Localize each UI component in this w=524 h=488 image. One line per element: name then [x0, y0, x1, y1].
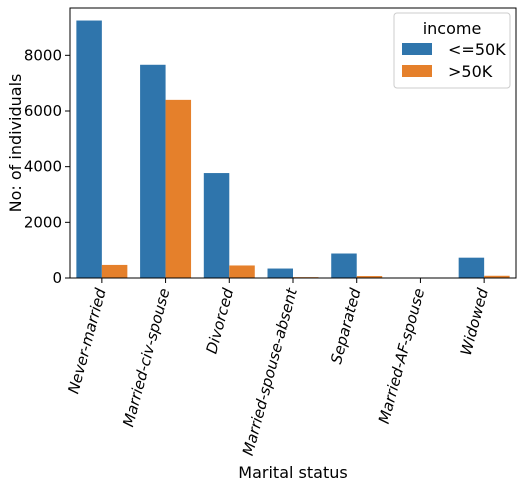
y-tick-label: 6000 [24, 102, 62, 120]
y-tick-label: 0 [52, 269, 62, 287]
legend-swatch-gt50k [402, 65, 432, 77]
legend-swatch-le50k [402, 43, 432, 55]
y-tick-label: 2000 [24, 213, 62, 231]
x-tick-label-married-af-spouse: Married-AF-spouse [375, 286, 428, 425]
bar-le50k-divorced [203, 173, 230, 278]
bar-le50k-married-civ-spouse [140, 64, 166, 278]
legend-label-le50k: <=50K [448, 40, 506, 59]
bar-le50k-never-married [76, 20, 102, 279]
bar-gt50k-divorced [229, 265, 255, 278]
x-tick-label-married-spouse-absent: Married-spouse-absent [239, 285, 301, 457]
legend-title: income [423, 19, 482, 38]
bar-le50k-separated [331, 253, 357, 278]
bar-gt50k-never-married [101, 264, 128, 278]
x-tick-label-widowed: Widowed [457, 286, 492, 357]
x-axis-label: Marital status [238, 463, 347, 482]
y-axis-label: No: of individuals [6, 74, 25, 213]
y-tick-label: 8000 [24, 46, 62, 64]
bar-gt50k-separated [356, 276, 383, 278]
bar-le50k-married-spouse-absent [267, 268, 293, 278]
bar-le50k-widowed [458, 257, 485, 278]
bar-gt50k-widowed [484, 275, 510, 278]
x-tick-label-never-married: Never-married [64, 286, 110, 396]
x-tick-label-separated: Separated [327, 286, 365, 366]
legend: income <=50K >50K [393, 12, 511, 89]
y-axis: 0 2000 4000 6000 8000 [24, 46, 70, 287]
bars-layer [76, 20, 510, 279]
x-tick-label-married-civ-spouse: Married-civ-spouse [119, 286, 173, 428]
legend-label-gt50k: >50K [448, 62, 493, 81]
x-axis: Never-married Married-civ-spouse Divorced M… [64, 278, 492, 458]
bar-gt50k-married-civ-spouse [165, 99, 192, 278]
x-tick-label-divorced: Divorced [202, 286, 237, 356]
y-tick-label: 4000 [24, 158, 62, 176]
